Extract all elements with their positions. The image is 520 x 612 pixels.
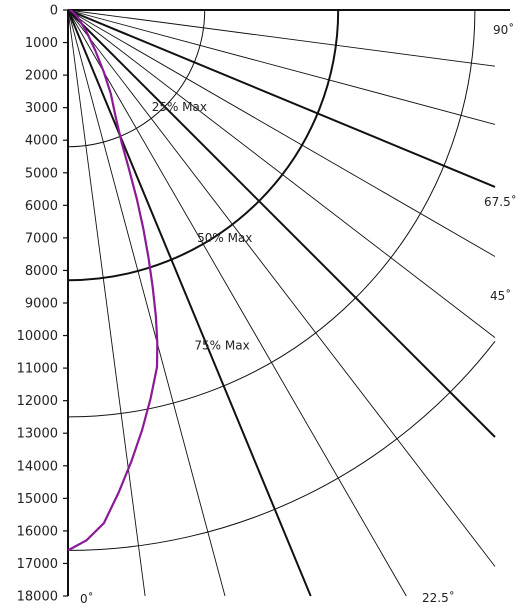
- radial-line: [67, 9, 496, 338]
- angle-label: 22.5˚: [422, 590, 455, 605]
- radial-line: [67, 9, 146, 597]
- y-tick-label: 9000: [25, 297, 58, 312]
- y-tick-label: 2000: [25, 69, 58, 84]
- radial-line: [67, 9, 496, 67]
- polar-grid: [67, 9, 510, 597]
- candela-curve: [67, 9, 159, 552]
- chart-labels: 25% Max 50% Max 75% Max 0˚ 22.5˚ 45˚ 67.5˚ 90˚: [80, 22, 517, 606]
- radial-line: [67, 9, 407, 597]
- radial-line: [67, 9, 312, 597]
- y-tick-label: 5000: [25, 166, 58, 181]
- angle-label: 45˚: [490, 288, 511, 303]
- angle-label: 90˚: [493, 22, 514, 37]
- ring-label: 50% Max: [197, 231, 252, 245]
- y-axis: 0 1000 2000 3000 4000 5000 6000 7000 8000 9000 100…: [17, 4, 69, 605]
- radial-line: [67, 9, 226, 597]
- angle-label: 67.5˚: [484, 194, 517, 209]
- ring-label: 25% Max: [152, 100, 207, 114]
- y-tick-label: 12000: [17, 394, 58, 409]
- iso-ring: [67, 9, 340, 282]
- ring-label: 75% Max: [194, 338, 249, 352]
- radial-line: [67, 9, 496, 257]
- radial-line: [67, 9, 496, 125]
- radial-line: [67, 9, 496, 188]
- y-tick-label: 1000: [25, 36, 58, 51]
- y-tick-label: 8000: [25, 264, 58, 279]
- y-tick-label: 7000: [25, 231, 58, 246]
- y-tick-label: 14000: [17, 459, 58, 474]
- iso-ring: [67, 9, 206, 148]
- y-tick-label: 16000: [17, 524, 58, 539]
- angle-label: 0˚: [80, 591, 94, 606]
- y-tick-label: 6000: [25, 199, 58, 214]
- y-tick-label: 10000: [17, 329, 58, 344]
- data-series: [67, 9, 159, 552]
- radial-line: [67, 9, 496, 438]
- y-tick-label: 3000: [25, 101, 58, 116]
- y-tick-label: 4000: [25, 134, 58, 149]
- y-tick-label: 0: [50, 4, 58, 19]
- y-tick-label: 18000: [17, 590, 58, 605]
- y-tick-label: 17000: [17, 557, 58, 572]
- y-tick-label: 15000: [17, 492, 58, 507]
- iso-ring: [67, 340, 496, 551]
- y-tick-label: 13000: [17, 427, 58, 442]
- iso-ring: [67, 9, 476, 418]
- y-tick-label: 11000: [17, 362, 58, 377]
- radial-line: [67, 9, 496, 567]
